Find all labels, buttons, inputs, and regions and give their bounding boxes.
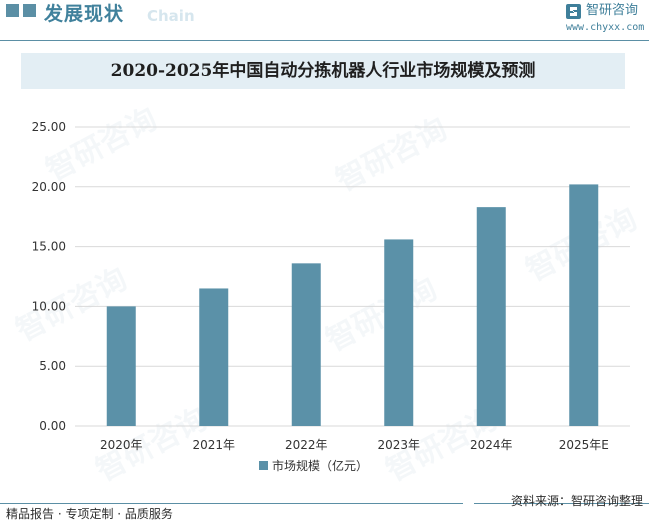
x-tick-label: 2021年 bbox=[192, 438, 235, 452]
brand-url: www.chyxx.com bbox=[566, 22, 645, 33]
y-tick-label: 10.00 bbox=[32, 299, 66, 313]
header-square-icon bbox=[6, 4, 19, 17]
x-tick-label: 2020年 bbox=[100, 438, 143, 452]
bar bbox=[199, 288, 229, 426]
footer-slogan: 精品报告 · 专项定制 · 品质服务 bbox=[6, 507, 173, 521]
section-subtitle-en: Chain bbox=[147, 7, 195, 25]
bar-chart: 0.00 5.00 10.00 15.00 20.00 25.00 2020年 2021年 20… bbox=[32, 120, 630, 473]
bar bbox=[384, 239, 414, 426]
legend-label: 市场规模（亿元） bbox=[272, 458, 368, 473]
x-tick-label: 2022年 bbox=[285, 438, 328, 452]
chart-title: 2020-2025年中国自动分拣机器人行业市场规模及预测 bbox=[110, 61, 536, 81]
bar bbox=[291, 263, 321, 426]
source-note: 资料来源：智研咨询整理 bbox=[510, 494, 643, 508]
header-divider bbox=[0, 40, 649, 41]
x-tick-label: 2025年E bbox=[559, 438, 609, 452]
page-header: 发展现状 Chain 智研咨询 www.chyxx.com bbox=[0, 0, 649, 40]
footer-divider bbox=[474, 503, 649, 504]
bar bbox=[106, 306, 136, 426]
footer-divider bbox=[0, 503, 463, 504]
x-tick-label: 2023年 bbox=[377, 438, 420, 452]
brand-logo-icon bbox=[566, 4, 581, 19]
x-tick-label: 2024年 bbox=[470, 438, 513, 452]
y-tick-label: 25.00 bbox=[32, 120, 66, 134]
bar bbox=[569, 184, 599, 426]
y-tick-label: 20.00 bbox=[32, 180, 66, 194]
y-tick-label: 15.00 bbox=[32, 240, 66, 254]
chart-title-bar: 2020-2025年中国自动分拣机器人行业市场规模及预测 bbox=[21, 53, 625, 89]
y-tick-label: 5.00 bbox=[39, 359, 66, 373]
section-title: 发展现状 bbox=[44, 3, 125, 25]
header-square-icon bbox=[23, 4, 36, 17]
y-tick-label: 0.00 bbox=[39, 419, 66, 433]
legend-swatch bbox=[259, 461, 268, 470]
bar bbox=[476, 207, 506, 426]
brand-name: 智研咨询 bbox=[586, 3, 639, 18]
